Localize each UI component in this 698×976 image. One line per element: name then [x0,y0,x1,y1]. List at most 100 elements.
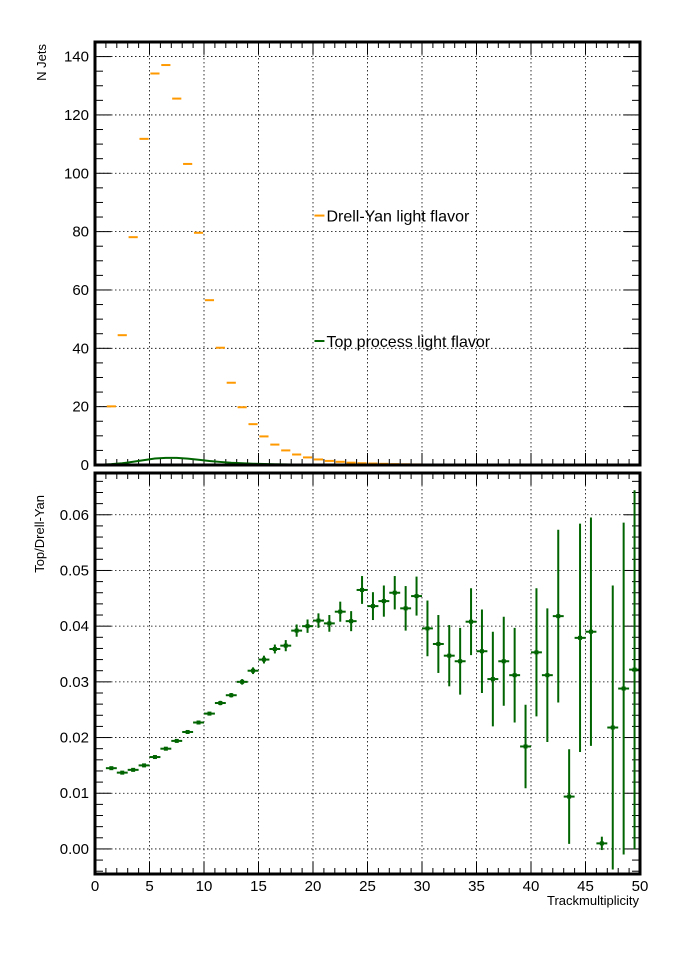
ratio-point-marker [338,609,343,614]
ratio-point-marker [578,635,583,640]
top-panel: 0 20 40 60 80 100 120 140 N Jets Drell-Yan ligh… [34,40,642,474]
bottom-tick-label-x: 15 [250,878,267,895]
bottom-tick-label-x: 45 [577,878,594,895]
top-y-axis-label: N Jets [34,44,49,81]
ratio-point-marker [545,673,550,678]
ratio-point [193,720,204,725]
ratio-point-marker [131,767,136,772]
ratio-point [182,729,194,734]
top-tick-label-y: 80 [72,224,89,241]
ratio-point-marker [294,628,299,633]
ratio-point-marker [501,659,506,664]
bottom-tick-label-y: 0.03 [60,674,89,691]
bottom-ratio-series [105,490,640,870]
ratio-point [454,627,466,695]
ratio-point [367,592,379,621]
ratio-point-marker [305,624,310,629]
ratio-point [269,644,281,654]
ratio-point [607,585,619,870]
bottom-tick-label-x: 10 [196,878,213,895]
ratio-point [378,585,390,617]
ratio-point-marker [403,606,408,611]
ratio-point-marker [272,646,277,651]
top-tick-label-y: 40 [72,340,89,357]
ratio-point [225,692,237,698]
ratio-point [302,619,313,633]
ratio-point [171,738,183,743]
ratio-point-marker [392,590,397,595]
ratio-point-marker [632,667,637,672]
bottom-tick-label-x: 30 [414,878,431,895]
ratio-point [422,600,433,657]
top-tick-label-y: 60 [72,282,89,299]
ratio-point [509,627,521,723]
ratio-point-marker [381,599,386,604]
ratio-point-marker [414,594,419,599]
ratio-point-marker [207,711,212,716]
ratio-point [487,631,499,727]
ratio-point-marker [251,668,256,673]
bottom-tick-label-x: 50 [632,878,649,895]
top-tick-label-y: 20 [72,399,89,416]
ratio-point-marker [229,693,234,698]
ratio-point [236,679,248,685]
top-plot-frame [93,40,642,467]
ratio-point-marker [360,587,365,592]
ratio-point [323,615,335,632]
ratio-point-marker [327,621,332,626]
bottom-tick-labels: 0 5 10 15 20 25 30 35 40 45 50 0.00 0.01 0.02 0.03 0.04… [60,507,649,895]
bottom-tick-label-y: 0.00 [60,841,89,858]
ratio-point-marker [447,653,452,658]
ratio-point [334,601,346,622]
ratio-point [531,588,542,717]
bottom-tick-label-x: 20 [305,878,322,895]
ratio-point-marker [163,746,168,751]
ratio-point [476,609,488,693]
bottom-tick-label-y: 0.02 [60,730,89,747]
ratio-point-marker [185,729,190,734]
ratio-point-marker [469,619,474,624]
ratio-point [443,625,455,687]
ratio-point [552,529,564,703]
ratio-point-marker [479,649,484,654]
legend-label-top-process: Top process light flavor [326,334,490,351]
ratio-point-marker [534,650,539,655]
bottom-tick-label-y: 0.01 [60,785,89,802]
ratio-point [138,763,150,768]
ratio-point-marker [490,677,495,682]
ratio-point [149,755,161,760]
ratio-point-marker [174,738,179,743]
bottom-tick-label-x: 35 [468,878,485,895]
ratio-point [618,522,630,855]
bottom-x-axis-label: Trackmultiplicity [547,893,639,908]
ratio-point [214,700,226,706]
ratio-point [204,711,215,716]
ratio-point [563,749,575,844]
ratio-point-marker [556,614,561,619]
bottom-tick-label-y: 0.05 [60,562,89,579]
bottom-y-axis-label: Top/Drell-Yan [32,495,47,573]
ratio-point-marker [218,701,223,706]
ratio-point [432,615,444,673]
ratio-point [629,490,640,849]
ratio-point-marker [196,720,201,725]
ratio-point-marker [621,686,626,691]
top-tick-label-y: 120 [64,107,89,124]
ratio-point-marker [370,604,375,609]
ratio-point [520,704,531,789]
ratio-point [356,576,368,604]
bottom-grid [95,473,640,874]
ratio-point [280,640,292,652]
ratio-point [247,667,259,675]
ratio-point [585,517,597,746]
top-tick-label-y: 100 [64,165,89,182]
ratio-point-marker [588,629,593,634]
bottom-panel: 0 5 10 15 20 25 30 35 40 45 50 0.00 0.01 0.02 0.03 0.04… [32,471,649,908]
ratio-point [574,523,586,753]
legend-label-drell-yan: Drell-Yan light flavor [326,209,470,226]
ratio-point [465,588,477,656]
ratio-point [258,655,270,664]
ratio-point [411,576,422,616]
ratio-point-marker [610,725,615,730]
ratio-point [127,767,139,772]
